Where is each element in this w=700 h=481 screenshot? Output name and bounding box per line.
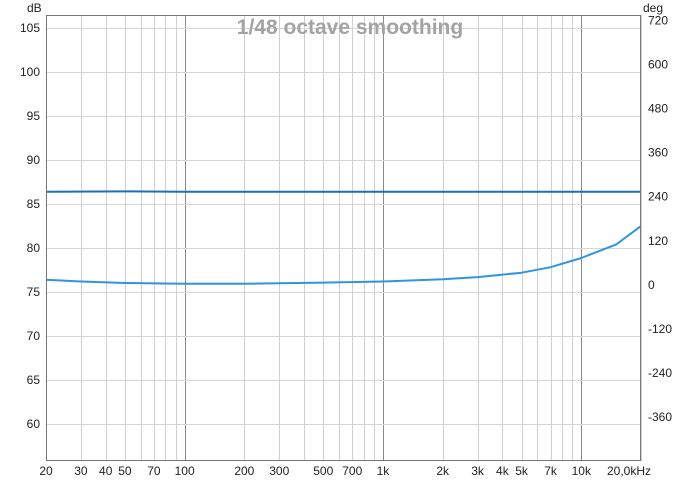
y-left-tick-label: 105	[20, 21, 40, 35]
plot-frame	[46, 15, 641, 461]
phase-series-line	[45, 225, 642, 285]
y-left-tick-label: 60	[27, 417, 41, 431]
x-tick-label: 30	[74, 464, 88, 478]
x-tick-label: 3k	[471, 464, 485, 478]
y-left-tick-label: 95	[27, 109, 41, 123]
y-right-tick-label: -120	[648, 322, 672, 336]
x-tick-label: 5k	[515, 464, 529, 478]
x-tick-label: 7k	[544, 464, 558, 478]
y-left-tick-label: 70	[27, 329, 41, 343]
y-right-tick-label: 0	[648, 278, 655, 292]
y-right-tick-label: 120	[648, 234, 668, 248]
y-left-tick-label: 80	[27, 241, 41, 255]
plot-series	[45, 190, 642, 285]
x-tick-label: 50	[118, 464, 132, 478]
x-tick-label: 70	[147, 464, 161, 478]
x-tick-label: 300	[269, 464, 289, 478]
x-tick-label: 2k	[436, 464, 450, 478]
tick-labels: 20 30 40 50 70 100 200 300 500 700 1k 2k 3k 4k 5k 7k 10k…	[20, 14, 672, 478]
y-left-tick-label: 100	[20, 65, 40, 79]
x-tick-label: 1k	[377, 464, 391, 478]
right-axis-unit: deg	[643, 1, 663, 15]
y-right-tick-label: -240	[648, 366, 672, 380]
y-left-tick-label: 65	[27, 373, 41, 387]
y-right-tick-label: -360	[648, 410, 672, 424]
y-right-tick-label: 720	[648, 14, 668, 28]
grid	[46, 15, 642, 461]
chart-title: 1/48 octave smoothing	[237, 16, 463, 39]
y-right-tick-label: 240	[648, 190, 668, 204]
y-right-tick-label: 600	[648, 58, 668, 72]
x-tick-label: 10k	[572, 464, 592, 478]
x-tick-label: 500	[313, 464, 333, 478]
x-tick-label: 40	[99, 464, 113, 478]
y-right-tick-label: 480	[648, 102, 668, 116]
y-left-tick-label: 75	[27, 285, 41, 299]
x-tick-label: 200	[234, 464, 254, 478]
x-tick-label: 20,0kHz	[607, 464, 651, 478]
y-left-tick-label: 90	[27, 153, 41, 167]
x-tick-label: 100	[175, 464, 195, 478]
y-right-tick-label: 360	[648, 146, 668, 160]
y-left-tick-label: 85	[27, 197, 41, 211]
x-tick-label: 20	[39, 464, 53, 478]
x-tick-label: 4k	[496, 464, 510, 478]
left-axis-unit: dB	[27, 1, 42, 15]
x-tick-label: 700	[342, 464, 362, 478]
